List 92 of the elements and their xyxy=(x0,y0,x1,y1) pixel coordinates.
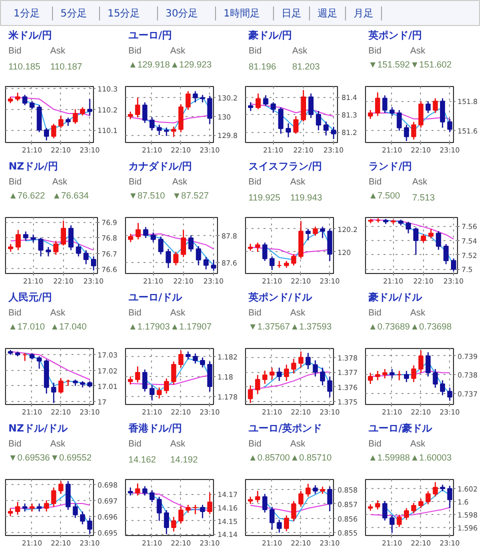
text: 81.196 xyxy=(248,62,276,72)
text: Ask xyxy=(292,46,308,56)
text: Ask xyxy=(290,438,306,448)
text: Bid xyxy=(248,46,262,56)
text: 5分足 xyxy=(60,8,87,20)
text: 週足 xyxy=(318,8,338,20)
text: Ask xyxy=(50,308,66,318)
text: 119.925 xyxy=(248,192,280,202)
text: Ask xyxy=(172,176,188,186)
text: ▲76.634 xyxy=(52,190,89,200)
chart-title: ユーロ/円 xyxy=(128,30,172,42)
chart-title: 米ドル/円 xyxy=(7,30,52,42)
text: ▼1.37567 xyxy=(248,322,290,332)
text: ▲1.37593 xyxy=(290,322,332,332)
text: Ask xyxy=(290,176,306,186)
text: ▼87.510 xyxy=(128,190,166,200)
text: ▼151.602 xyxy=(410,60,452,70)
line-series xyxy=(10,96,90,116)
text: Ask xyxy=(50,46,66,56)
text: ▲17.040 xyxy=(50,322,87,332)
text: ▼87.527 xyxy=(172,190,209,200)
text: Bid xyxy=(128,176,142,186)
text: ▲7.500 xyxy=(368,190,400,200)
text: Ask xyxy=(170,438,186,448)
text: Bid xyxy=(368,438,382,448)
candlestick xyxy=(36,502,42,512)
chart-title: 英ポンド/ドル xyxy=(247,292,314,304)
chart-title: 英ポンド/円 xyxy=(367,30,422,42)
text: 15分足 xyxy=(108,8,140,20)
text: Bid xyxy=(248,308,262,318)
chart-title: 香港ドル/円 xyxy=(127,422,182,434)
text: Bid xyxy=(8,308,22,318)
text: 119.943 xyxy=(290,192,322,202)
chart-title: ランド/円 xyxy=(368,162,412,172)
chart-title: NZドル/ドル xyxy=(8,424,69,434)
chart-title: ユーロ/豪ドル xyxy=(368,422,434,434)
text: 日足 xyxy=(282,8,302,20)
text: ▲76.622 xyxy=(8,190,46,200)
text: 月足 xyxy=(354,8,374,20)
text: ▲0.73689 xyxy=(368,322,410,332)
text: Bid xyxy=(368,176,382,186)
text: Ask xyxy=(170,46,186,56)
text: Ask xyxy=(50,438,66,448)
text: 110.185 xyxy=(8,62,40,72)
text: ▼0.69536 xyxy=(8,452,50,462)
text: Bid xyxy=(248,438,262,448)
text: ▼0.69552 xyxy=(50,452,92,462)
candlestick xyxy=(30,234,36,243)
text: Ask xyxy=(412,176,428,186)
text: ▲0.85700 xyxy=(248,452,290,462)
line-series xyxy=(370,219,454,240)
text: Bid xyxy=(128,438,142,448)
text: ▼151.592 xyxy=(368,60,410,70)
chart-title: 豪ドル/ドル xyxy=(367,292,424,304)
text: ▲129.918 xyxy=(128,60,170,70)
text: 14.192 xyxy=(170,454,198,464)
text: Bid xyxy=(128,46,142,56)
text: Bid xyxy=(248,176,262,186)
text: 81.203 xyxy=(292,62,320,72)
text: Bid xyxy=(368,46,382,56)
text: 14.162 xyxy=(128,454,156,464)
chart-title: 豪ドル/円 xyxy=(248,30,292,42)
text: 30分足 xyxy=(166,8,198,20)
text: Ask xyxy=(290,308,306,318)
text: Bid xyxy=(128,308,142,318)
chart-title: ユーロ/ドル xyxy=(128,292,184,304)
text: Ask xyxy=(410,308,426,318)
text: 7.513 xyxy=(412,192,435,202)
text: ▲1.59988 xyxy=(368,452,410,462)
chart-title: ユーロ/英ポンド xyxy=(248,422,322,434)
chart-title: スイスフラン/円 xyxy=(248,162,322,172)
text: Bid xyxy=(8,438,22,448)
text: ▲0.73698 xyxy=(410,322,452,332)
text: Ask xyxy=(170,308,186,318)
text: 1分足 xyxy=(14,8,40,20)
text: Ask xyxy=(410,46,426,56)
text: ▲1.60003 xyxy=(410,452,452,462)
text: Bid xyxy=(8,176,22,186)
text: ▲129.923 xyxy=(170,60,212,70)
text: ▲1.17907 xyxy=(170,322,212,332)
text: 1時間足 xyxy=(224,8,260,20)
chart-title: 人民元/円 xyxy=(7,292,52,304)
text: ▲0.85710 xyxy=(290,452,332,462)
text: Ask xyxy=(52,176,68,186)
text: ▲1.17903 xyxy=(128,322,170,332)
text: Ask xyxy=(410,438,426,448)
chart-title: NZドル/円 xyxy=(8,162,58,172)
text: ▲17.010 xyxy=(8,322,45,332)
text: Bid xyxy=(8,46,22,56)
text: 110.187 xyxy=(50,62,82,72)
chart-title: カナダドル/円 xyxy=(128,160,192,172)
text: Bid xyxy=(368,308,382,318)
